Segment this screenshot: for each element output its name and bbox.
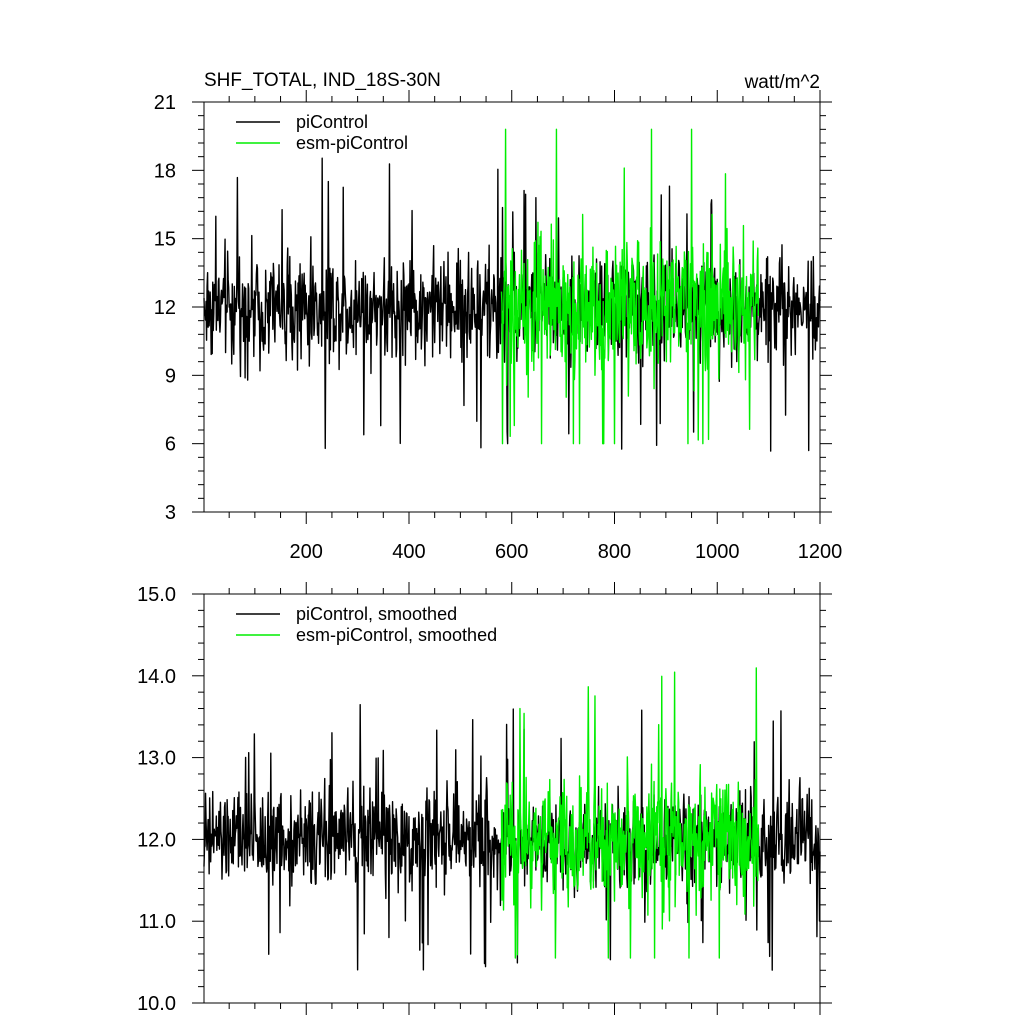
y-tick-label: 11.0 xyxy=(139,911,176,933)
x-tick-label: 800 xyxy=(598,541,631,563)
series-line-esm-picontrol xyxy=(500,128,760,445)
x-tick-label: 1000 xyxy=(695,541,740,563)
y-tick-label: 10.0 xyxy=(137,993,176,1015)
y-tick-label: 6 xyxy=(165,434,176,456)
units-label: watt/m^2 xyxy=(744,72,820,93)
bottom-panel: 10.0 11.0 12.0 13.0 14.0 15.0 piControl, smoot… xyxy=(137,582,832,1015)
y-tick-label: 3 xyxy=(165,502,176,524)
y-tick-label: 15.0 xyxy=(137,584,176,606)
legend-label: esm-piControl, smoothed xyxy=(296,625,497,645)
legend-label: esm-piControl xyxy=(296,133,408,153)
x-tick-label: 1200 xyxy=(798,541,843,563)
series-line-esm-picontrol xyxy=(500,667,760,959)
y-tick-label: 12 xyxy=(154,297,176,319)
y-tick-label: 18 xyxy=(154,160,176,182)
chart-title: SHF_TOTAL, IND_18S-30N xyxy=(204,70,441,91)
legend-label: piControl, smoothed xyxy=(296,604,457,624)
top-panel: 200 400 600 800 1000 1200 3 6 9 12 15 18 21 piControl… xyxy=(154,90,843,563)
y-tick-label: 14.0 xyxy=(137,666,176,688)
x-tick-label: 400 xyxy=(392,541,425,563)
legend-label: piControl xyxy=(296,112,368,132)
x-tick-label: 200 xyxy=(290,541,323,563)
y-tick-label: 21 xyxy=(154,92,176,114)
y-tick-label: 13.0 xyxy=(137,748,176,770)
x-tick-label: 600 xyxy=(495,541,528,563)
y-tick-label: 9 xyxy=(165,365,176,387)
y-tick-label: 12.0 xyxy=(137,829,176,851)
y-tick-label: 15 xyxy=(154,229,176,251)
